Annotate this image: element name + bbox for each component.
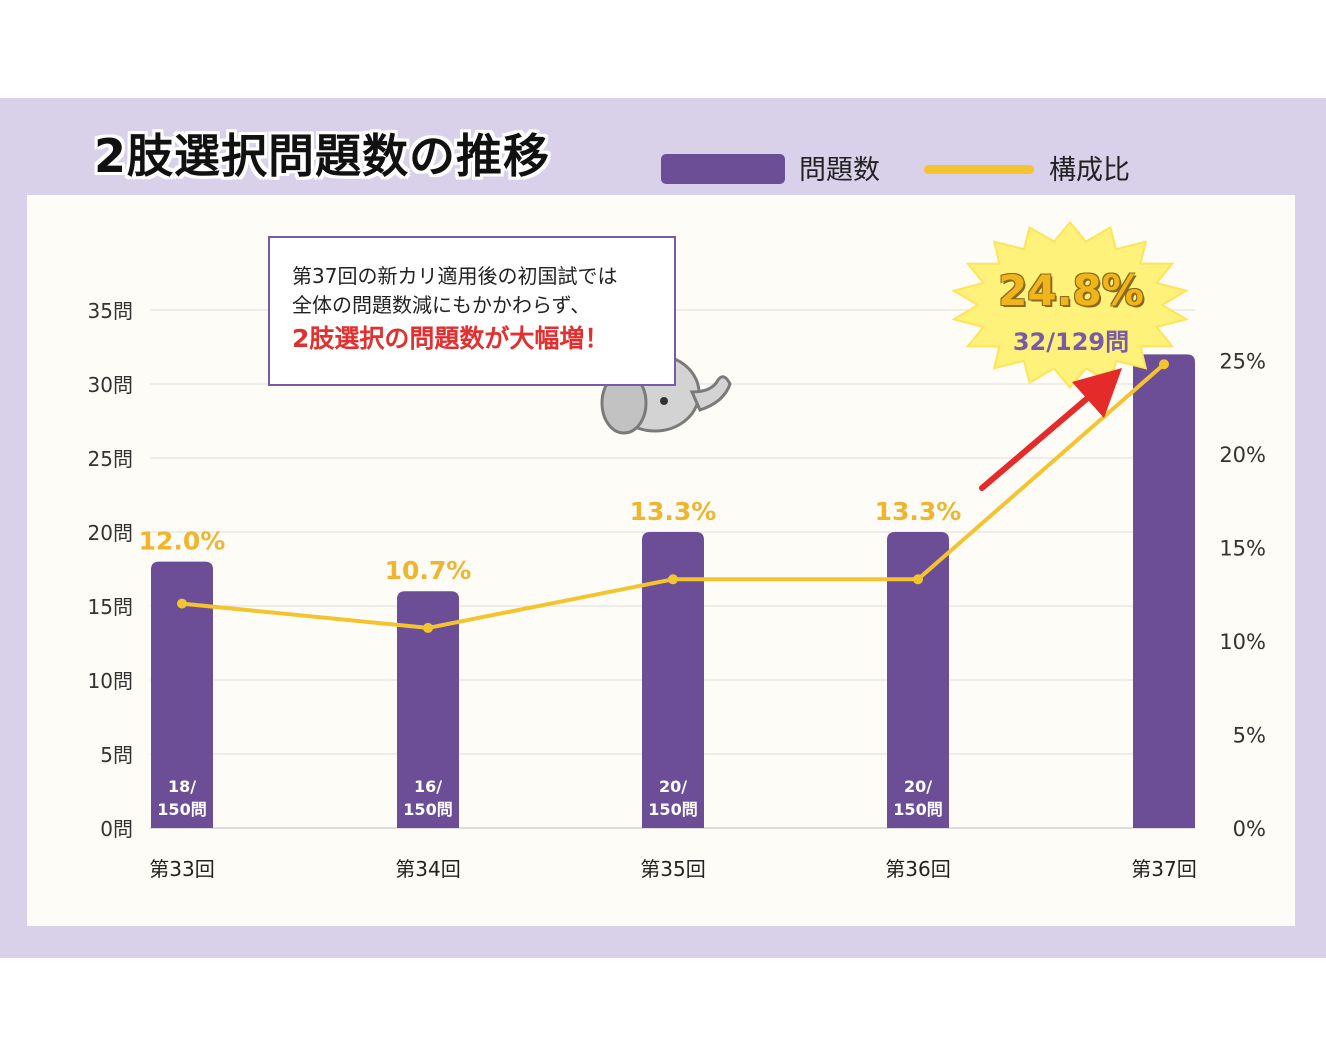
bar — [397, 591, 459, 828]
bar-value-label: 20/ — [659, 777, 687, 796]
y-right-tick-label: 25% — [1219, 349, 1266, 373]
line-point — [913, 574, 923, 585]
trend-arrow-head — [1072, 368, 1122, 418]
x-tick-label: 第37回 — [1131, 857, 1196, 881]
line-value-label: 10.7% — [385, 556, 472, 585]
annotation-line-2: 全体の問題数減にもかかわらず、 — [292, 293, 591, 317]
bar-value-label: 150問 — [893, 800, 942, 819]
annotation-line-1: 第37回の新カリ適用後の初国試では — [292, 264, 618, 288]
y-left-tick-label: 30問 — [88, 373, 133, 397]
x-tick-label: 第33回 — [149, 857, 214, 881]
bar — [151, 561, 213, 828]
callout-percent: 24.8% — [998, 266, 1144, 315]
annotation-box: 第37回の新カリ適用後の初国試では 全体の問題数減にもかかわらず、 2肢選択の問… — [268, 236, 676, 386]
x-tick-label: 第34回 — [395, 857, 460, 881]
bar — [887, 532, 949, 828]
y-left-tick-label: 10問 — [88, 669, 133, 693]
legend-line-swatch — [924, 165, 1034, 174]
y-left-tick-label: 35問 — [88, 299, 133, 323]
line-point — [423, 622, 433, 633]
y-left-tick-label: 0問 — [100, 817, 133, 841]
line-point — [668, 574, 678, 585]
y-left-tick-label: 5問 — [100, 743, 133, 767]
bar-value-label: 20/ — [904, 777, 932, 796]
annotation-emphasis: 2肢選択の問題数が大幅増！ — [292, 324, 610, 353]
bar-value-label: 16/ — [414, 777, 442, 796]
bar-value-label: 150問 — [157, 800, 206, 819]
legend-bar-swatch — [661, 154, 785, 184]
elephant-trunk — [689, 375, 732, 412]
y-right-tick-label: 10% — [1219, 630, 1266, 654]
elephant-eye — [660, 397, 668, 405]
y-left-tick-label: 20問 — [88, 521, 133, 545]
line-value-label: 13.3% — [875, 497, 962, 526]
y-right-tick-label: 0% — [1233, 817, 1266, 841]
y-right-tick-label: 20% — [1219, 443, 1266, 467]
burst-shape — [951, 220, 1189, 390]
y-left-tick-label: 25問 — [88, 447, 133, 471]
callout-fraction: 32/129問 — [1012, 328, 1130, 356]
y-left-tick-label: 15問 — [88, 595, 133, 619]
legend-bar-label: 問題数 — [799, 155, 880, 186]
line-point — [1159, 359, 1169, 370]
x-tick-label: 第35回 — [640, 857, 705, 881]
bar — [1133, 354, 1195, 828]
bar-value-label: 150問 — [403, 800, 452, 819]
line-value-label: 13.3% — [630, 497, 717, 526]
bar-value-label: 150問 — [648, 800, 697, 819]
bar-value-label: 18/ — [168, 777, 196, 796]
legend-line-label: 構成比 — [1049, 155, 1130, 186]
trend-arrow — [979, 393, 1093, 491]
line-value-label: 12.0% — [139, 527, 226, 556]
bar — [642, 532, 704, 828]
y-right-tick-label: 15% — [1219, 536, 1266, 560]
line-point — [177, 598, 187, 609]
y-right-tick-label: 5% — [1233, 723, 1266, 747]
x-tick-label: 第36回 — [885, 857, 950, 881]
chart-title: 2肢選択問題数の推移 — [94, 129, 551, 183]
